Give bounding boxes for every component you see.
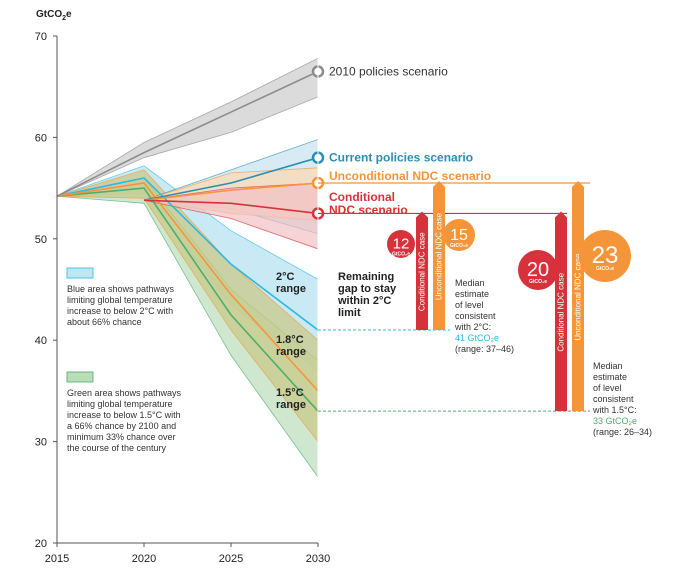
range-15c-label: 1.5°C xyxy=(276,387,304,399)
y-tick-label: 70 xyxy=(35,31,47,43)
median-15c-label: Median xyxy=(593,361,623,371)
median-15c-label: of level xyxy=(593,383,622,393)
series-line-1 xyxy=(143,156,319,202)
gap-badge xyxy=(518,250,558,290)
gap-bar-label: Unconditional NDC case xyxy=(435,212,444,300)
y-tick-label: 30 xyxy=(35,437,47,449)
y-tick-label: 50 xyxy=(35,234,47,246)
remaining-gap-label: Remaining xyxy=(338,271,394,283)
median-15c-label: with 1.5°C: xyxy=(592,405,637,415)
legend-blue-text: increase to below 2°C with xyxy=(67,306,173,316)
gap-value-label: 23 xyxy=(592,242,619,269)
median-2c-label: Median xyxy=(455,278,485,288)
series-line-6 xyxy=(56,187,319,412)
x-tick-label: 2020 xyxy=(132,553,156,565)
label-conditional-ndc-line1: Conditional xyxy=(329,190,395,204)
remaining-gap-label: gap to stay xyxy=(338,283,397,295)
gap-unit-label: GtCO₂e xyxy=(529,279,547,285)
range-2c-label: range xyxy=(276,283,306,295)
series-line-3 xyxy=(143,199,319,215)
gap-bar xyxy=(416,211,428,331)
gap-bar xyxy=(433,181,445,331)
label-current-policies: Current policies scenario xyxy=(329,151,473,165)
range-18c-label: range xyxy=(276,346,306,358)
remaining-gap-label: limit xyxy=(338,307,361,319)
legend-blue-text: Blue area shows pathways xyxy=(67,284,175,294)
gap-bar-label: Unconditional NDC case xyxy=(574,253,583,341)
y-tick-label: 20 xyxy=(35,538,47,550)
median-2c-range: (range: 37–46) xyxy=(455,344,514,354)
x-tick-label: 2015 xyxy=(45,553,69,565)
range-2c-label: 2°C xyxy=(276,271,295,283)
legend-blue-text: limiting global temperature xyxy=(67,295,173,305)
legend-green-text: Green area shows pathways xyxy=(67,388,182,398)
median-2c-label: of level xyxy=(455,300,484,310)
gap-badge xyxy=(443,219,475,251)
gap-bar-label: Conditional NDC case xyxy=(418,232,427,311)
median-15c-range: (range: 26–34) xyxy=(593,427,652,437)
median-2c-label: with 2°C: xyxy=(454,322,491,332)
range-15c-label: range xyxy=(276,399,306,411)
legend-green-text: increase to below 1.5°C with xyxy=(67,410,181,420)
legend-green-text: a 66% chance by 2100 and xyxy=(67,421,176,431)
x-tick-label: 2030 xyxy=(306,553,330,565)
legend-green-text: limiting global temperature xyxy=(67,399,173,409)
y-tick-label: 40 xyxy=(35,335,47,347)
series-line-2 xyxy=(143,182,319,202)
legend-green-text: the course of the century xyxy=(67,443,167,453)
range-18c-label: 1.8°C xyxy=(276,334,304,346)
y-axis-unit-label: GtCO2e xyxy=(36,9,72,22)
remaining-gap-label: within 2°C xyxy=(337,295,391,307)
gap-bar-label: Conditional NDC case xyxy=(557,272,566,351)
label-conditional-ndc-line2: NDC scenario xyxy=(329,203,408,217)
median-15c-value: 33 GtCO₂e xyxy=(593,416,637,426)
legend-blue-swatch xyxy=(66,267,94,279)
gap-value-label: 20 xyxy=(527,259,549,281)
legend-green-swatch xyxy=(66,371,94,383)
median-2c-label: estimate xyxy=(455,289,489,299)
median-15c-label: estimate xyxy=(593,372,627,382)
gap-value-label: 15 xyxy=(450,227,468,244)
label-2010-policies: 2010 policies scenario xyxy=(329,64,448,78)
median-2c-label: consistent xyxy=(455,311,496,321)
series-line-4 xyxy=(56,177,319,331)
gap-value-label: 12 xyxy=(393,236,410,253)
gap-bar xyxy=(555,211,567,412)
gap-unit-label: GtCO₂e xyxy=(450,243,468,249)
median-15c-label: consistent xyxy=(593,394,634,404)
gap-badge xyxy=(579,230,631,282)
gap-unit-label: GtCO₂e xyxy=(392,252,410,258)
y-tick-label: 60 xyxy=(35,132,47,144)
label-unconditional-ndc: Unconditional NDC scenario xyxy=(329,169,491,183)
series-line-0 xyxy=(56,70,319,197)
x-tick-label: 2025 xyxy=(219,553,243,565)
gap-bar xyxy=(572,181,584,412)
series-line-5 xyxy=(56,182,319,392)
gap-unit-label: GtCO₂e xyxy=(596,266,614,272)
legend-green-text: minimum 33% chance over xyxy=(67,432,176,442)
gap-badge xyxy=(387,230,415,258)
median-2c-value: 41 GtCO₂e xyxy=(455,333,499,343)
annotations: 2010 policies scenario Current policies s… xyxy=(66,64,652,453)
legend-blue-text: about 66% chance xyxy=(67,317,142,327)
